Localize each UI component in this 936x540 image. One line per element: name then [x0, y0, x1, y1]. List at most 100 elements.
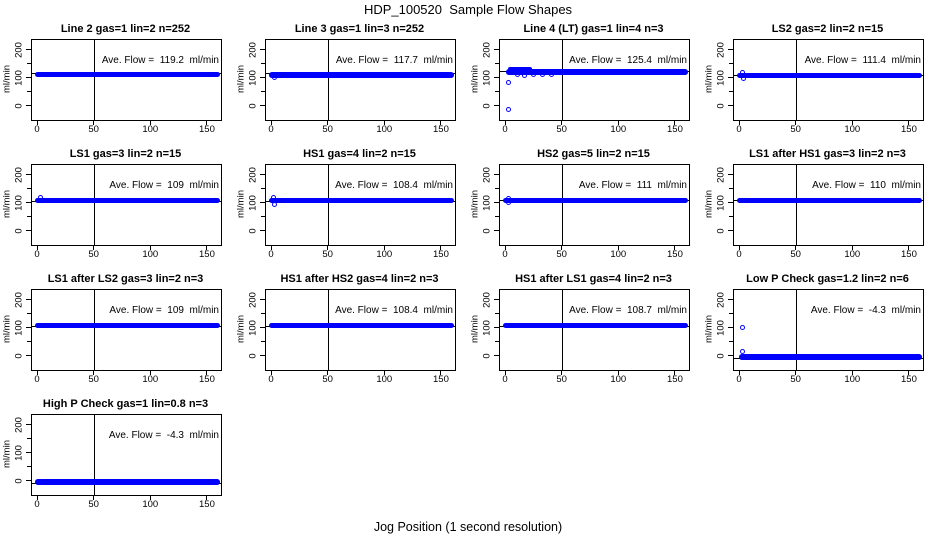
x-tick-mark	[617, 245, 619, 250]
y-axis-label: ml/min	[1, 190, 13, 218]
y-axis-label: ml/min	[1, 65, 13, 93]
data-point-band	[269, 197, 454, 204]
panel-title: HS1 after LS1 gas=4 lin=2 n=3	[515, 273, 672, 285]
flow-panel-2: Line 3 gas=1 lin=3 n=252 ml/min 0 100 200 0 50…	[234, 18, 468, 143]
data-point	[548, 71, 554, 77]
x-tick-mark	[674, 370, 676, 375]
data-point-band	[737, 197, 922, 204]
y-tick-label: 0	[13, 103, 25, 109]
x-tick-mark	[617, 370, 619, 375]
y-axis-label: ml/min	[235, 190, 247, 218]
x-tick-label: 100	[610, 374, 627, 385]
x-tick-mark	[206, 245, 208, 250]
x-tick-mark	[383, 370, 385, 375]
y-tick-mark	[26, 105, 31, 107]
x-tick-mark	[908, 120, 910, 125]
y-minor-tick-mark	[261, 216, 265, 218]
plot-area: Ave. Flow = -4.3 ml/min	[31, 414, 222, 496]
x-tick-label: 100	[376, 124, 393, 135]
ave-flow-annotation: Ave. Flow = 109 ml/min	[109, 180, 219, 191]
y-tick-mark	[260, 327, 265, 329]
x-tick-label: 0	[268, 249, 274, 260]
plot-area: Ave. Flow = -4.3 ml/min	[733, 289, 924, 371]
data-point-band	[35, 479, 220, 485]
ave-flow-annotation: Ave. Flow = -4.3 ml/min	[810, 305, 921, 316]
y-tick-mark	[728, 77, 733, 79]
y-minor-tick-mark	[495, 91, 499, 93]
panel-title: HS1 after HS2 gas=4 lin=2 n=3	[280, 273, 439, 285]
y-axis-label: ml/min	[1, 315, 13, 343]
x-tick-mark	[851, 245, 853, 250]
plot-area: Ave. Flow = 111 ml/min	[499, 164, 690, 246]
y-tick-label: 0	[247, 103, 259, 109]
y-tick-label: 100	[715, 69, 727, 86]
plot-area: Ave. Flow = 111.4 ml/min	[733, 39, 924, 121]
ave-flow-annotation: Ave. Flow = 117.7 ml/min	[335, 55, 453, 66]
y-tick-label: 100	[715, 194, 727, 211]
x-tick-mark	[504, 245, 506, 250]
plot-area: Ave. Flow = 108.4 ml/min	[265, 164, 456, 246]
y-tick-label: 0	[715, 103, 727, 109]
y-tick-mark	[494, 105, 499, 107]
y-tick-mark	[26, 327, 31, 329]
reference-line-x50	[94, 290, 96, 370]
x-tick-label: 0	[502, 374, 508, 385]
y-tick-mark	[260, 230, 265, 232]
y-minor-tick-mark	[729, 341, 733, 343]
data-point	[505, 79, 511, 85]
plot-area: Ave. Flow = 119.2 ml/min	[31, 39, 222, 121]
x-tick-mark	[270, 245, 272, 250]
x-tick-label: 50	[556, 249, 567, 260]
y-minor-tick-mark	[27, 466, 31, 468]
plot-area: Ave. Flow = 108.4 ml/min	[265, 289, 456, 371]
x-tick-mark	[270, 120, 272, 125]
x-tick-mark	[440, 370, 442, 375]
y-minor-tick-mark	[27, 216, 31, 218]
x-tick-label: 0	[34, 374, 40, 385]
x-tick-label: 100	[142, 249, 159, 260]
x-tick-label: 100	[376, 374, 393, 385]
x-tick-mark	[149, 370, 151, 375]
x-tick-mark	[674, 245, 676, 250]
flow-panel-10: HS1 after HS2 gas=4 lin=2 n=3 ml/min 0 100 2…	[234, 268, 468, 393]
y-axis-label: ml/min	[703, 190, 715, 218]
panel-title: HS1 gas=4 lin=2 n=15	[303, 148, 416, 160]
ave-flow-annotation: Ave. Flow = 109 ml/min	[109, 305, 219, 316]
panel-title: LS2 gas=2 lin=2 n=15	[771, 23, 884, 35]
data-point	[271, 202, 277, 208]
y-axis-label: ml/min	[1, 440, 13, 468]
y-tick-label: 100	[13, 444, 25, 461]
reference-line-x50	[796, 290, 798, 370]
x-tick-label: 150	[199, 374, 215, 385]
y-minor-tick-mark	[27, 341, 31, 343]
x-tick-label: 0	[268, 124, 274, 135]
reference-line-x50	[94, 165, 96, 245]
y-tick-label: 100	[13, 319, 25, 336]
x-tick-label: 150	[433, 124, 449, 135]
y-minor-tick-mark	[495, 216, 499, 218]
y-minor-tick-mark	[729, 91, 733, 93]
ave-flow-annotation: Ave. Flow = 108.4 ml/min	[335, 305, 453, 316]
flow-panel-11: HS1 after LS1 gas=4 lin=2 n=3 ml/min 0 100 2…	[468, 268, 702, 393]
y-tick-mark	[26, 174, 31, 176]
panel-title: LS1 gas=3 lin=2 n=15	[69, 148, 182, 160]
y-tick-mark	[260, 202, 265, 204]
x-tick-label: 50	[322, 249, 333, 260]
y-tick-mark	[728, 230, 733, 232]
ave-flow-annotation: Ave. Flow = 119.2 ml/min	[101, 55, 219, 66]
x-tick-mark	[36, 245, 38, 250]
x-tick-label: 100	[610, 249, 627, 260]
x-tick-mark	[149, 120, 151, 125]
reference-line-x50	[94, 40, 96, 120]
flow-panel-7: HS2 gas=5 lin=2 n=15 ml/min 0 100 200 0 50 100 1…	[468, 143, 702, 268]
x-axis-title: Jog Position (1 second resolution)	[373, 520, 563, 534]
x-tick-mark	[206, 120, 208, 125]
y-tick-label: 200	[481, 41, 493, 58]
x-tick-label: 150	[199, 249, 215, 260]
y-tick-label: 200	[13, 41, 25, 58]
data-point	[505, 195, 511, 201]
panel-title: Low P Check gas=1.2 lin=2 n=6	[746, 273, 909, 285]
x-tick-mark	[795, 370, 797, 375]
data-point	[530, 72, 536, 78]
y-tick-mark	[494, 49, 499, 51]
